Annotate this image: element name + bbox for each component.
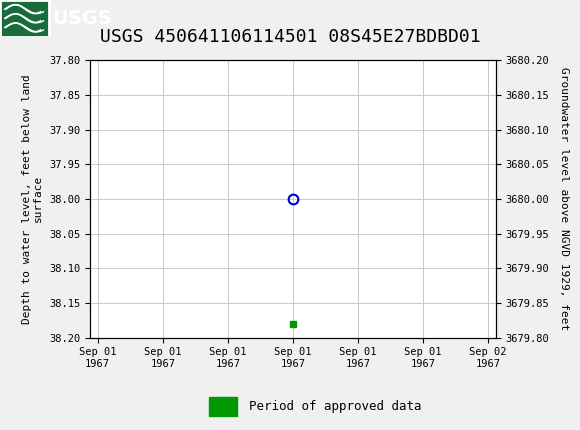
Text: USGS: USGS — [52, 9, 112, 28]
Y-axis label: Depth to water level, feet below land
surface: Depth to water level, feet below land su… — [22, 74, 44, 324]
Bar — [0, 0, 49, 37]
Text: USGS 450641106114501 08S45E27BDBD01: USGS 450641106114501 08S45E27BDBD01 — [100, 28, 480, 46]
Bar — [209, 396, 237, 416]
Text: Period of approved data: Period of approved data — [249, 400, 422, 413]
Y-axis label: Groundwater level above NGVD 1929, feet: Groundwater level above NGVD 1929, feet — [559, 67, 569, 331]
